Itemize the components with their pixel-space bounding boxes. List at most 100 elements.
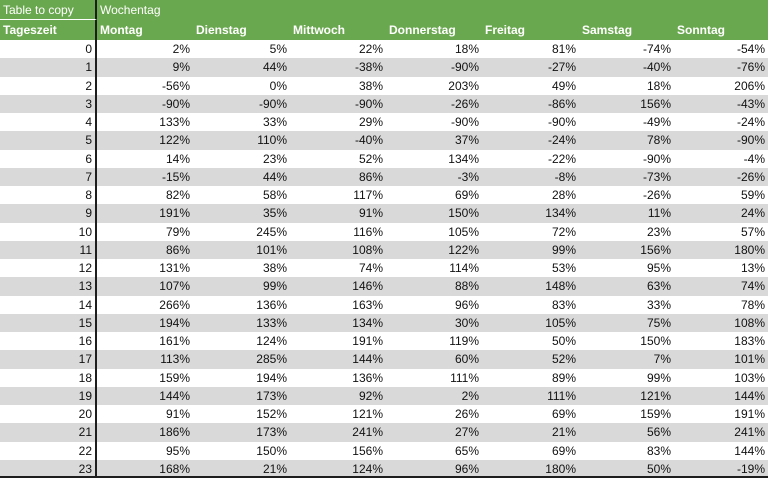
value-cell[interactable]: 173%	[256, 425, 287, 440]
value-cell[interactable]: 79%	[165, 224, 190, 239]
value-cell[interactable]: -90%	[354, 96, 383, 111]
value-cell[interactable]: 168%	[159, 461, 190, 476]
value-cell[interactable]: -3%	[457, 169, 479, 184]
value-cell[interactable]: 194%	[159, 315, 190, 330]
value-cell[interactable]: 163%	[352, 297, 383, 312]
value-cell[interactable]: 144%	[734, 443, 765, 458]
value-cell[interactable]: 14%	[165, 151, 190, 166]
value-cell[interactable]: 110%	[257, 133, 287, 148]
value-cell[interactable]: 180%	[734, 242, 765, 257]
hour-cell[interactable]: 3	[0, 94, 97, 113]
value-cell[interactable]: 96%	[454, 297, 479, 312]
value-cell[interactable]: 95%	[646, 261, 671, 275]
column-header-samstag[interactable]: Samstag	[582, 23, 633, 37]
hour-cell[interactable]: 1	[0, 58, 97, 77]
hour-cell[interactable]: 0	[0, 40, 97, 59]
value-cell[interactable]: 60%	[454, 352, 479, 367]
value-cell[interactable]: 144%	[159, 388, 190, 403]
value-cell[interactable]: -24%	[547, 133, 576, 148]
hour-cell[interactable]: 4	[0, 113, 97, 132]
value-cell[interactable]: 105%	[545, 315, 576, 330]
hour-cell[interactable]: 22	[0, 441, 97, 460]
value-cell[interactable]: 49%	[551, 78, 576, 93]
value-cell[interactable]: 91%	[358, 206, 383, 221]
hour-cell[interactable]: 5	[0, 131, 97, 150]
column-header-montag[interactable]: Montag	[100, 23, 143, 37]
value-cell[interactable]: 86%	[165, 242, 190, 257]
value-cell[interactable]: 75%	[646, 315, 671, 330]
value-cell[interactable]: 191%	[734, 407, 765, 421]
value-cell[interactable]: 2%	[172, 42, 190, 56]
value-cell[interactable]: -90%	[450, 60, 479, 75]
value-cell[interactable]: 159%	[640, 407, 671, 421]
value-cell[interactable]: 156%	[640, 242, 671, 257]
hour-cell[interactable]: 19	[0, 386, 97, 405]
value-cell[interactable]: 99%	[262, 279, 287, 294]
value-cell[interactable]: 173%	[256, 388, 287, 403]
value-cell[interactable]: 86%	[358, 169, 383, 184]
value-cell[interactable]: 18%	[454, 42, 479, 56]
value-cell[interactable]: 9%	[172, 60, 190, 75]
hour-cell[interactable]: 9	[0, 204, 97, 223]
value-cell[interactable]: 33%	[646, 297, 671, 312]
value-cell[interactable]: 134%	[448, 151, 479, 166]
value-cell[interactable]: 116%	[353, 224, 383, 239]
value-cell[interactable]: -8%	[554, 169, 576, 184]
value-cell[interactable]: -27%	[547, 60, 576, 75]
hour-cell[interactable]: 13	[0, 277, 97, 296]
column-header-freitag[interactable]: Freitag	[485, 23, 526, 37]
value-cell[interactable]: 117%	[353, 188, 383, 202]
value-cell[interactable]: 105%	[448, 224, 479, 239]
corner-label-cell[interactable]: Table to copy	[0, 0, 97, 20]
value-cell[interactable]: 57%	[740, 224, 765, 239]
value-cell[interactable]: 59%	[740, 188, 765, 202]
value-cell[interactable]: 7%	[653, 352, 671, 367]
value-cell[interactable]: 53%	[551, 261, 576, 275]
value-cell[interactable]: 134%	[352, 315, 383, 330]
value-cell[interactable]: 111%	[450, 370, 479, 385]
value-cell[interactable]: 180%	[545, 461, 576, 476]
hour-cell[interactable]: 20	[0, 405, 97, 424]
value-cell[interactable]: 74%	[358, 261, 383, 275]
hour-cell[interactable]: 18	[0, 368, 97, 387]
value-cell[interactable]: -26%	[736, 169, 765, 184]
value-cell[interactable]: 96%	[454, 461, 479, 476]
value-cell[interactable]: 78%	[740, 297, 765, 312]
value-cell[interactable]: -90%	[642, 151, 671, 166]
value-cell[interactable]: 88%	[454, 279, 479, 294]
value-cell[interactable]: 72%	[551, 224, 576, 239]
value-cell[interactable]: 186%	[159, 425, 190, 440]
value-cell[interactable]: 148%	[545, 279, 576, 294]
value-cell[interactable]: 133%	[159, 115, 190, 129]
value-cell[interactable]: -86%	[547, 96, 576, 111]
value-cell[interactable]: 82%	[165, 188, 190, 202]
value-cell[interactable]: 69%	[551, 407, 576, 421]
value-cell[interactable]: 101%	[734, 352, 765, 367]
value-cell[interactable]: 101%	[256, 242, 287, 257]
value-cell[interactable]: 50%	[646, 461, 671, 476]
hour-cell[interactable]: 8	[0, 186, 97, 205]
value-cell[interactable]: 27%	[454, 425, 479, 440]
value-cell[interactable]: 203%	[448, 78, 479, 93]
value-cell[interactable]: 63%	[646, 279, 671, 294]
value-cell[interactable]: 65%	[454, 443, 479, 458]
value-cell[interactable]: 37%	[454, 133, 479, 148]
value-cell[interactable]: -73%	[642, 169, 671, 184]
value-cell[interactable]: -90%	[736, 133, 765, 148]
value-cell[interactable]: 30%	[454, 315, 479, 330]
value-cell[interactable]: 91%	[165, 407, 190, 421]
value-cell[interactable]: 113%	[160, 352, 190, 367]
value-cell[interactable]: 24%	[740, 206, 765, 221]
value-cell[interactable]: 83%	[551, 297, 576, 312]
value-cell[interactable]: 122%	[448, 242, 479, 257]
value-cell[interactable]: 144%	[734, 388, 765, 403]
value-cell[interactable]: 124%	[352, 461, 383, 476]
value-cell[interactable]: 241%	[734, 425, 765, 440]
value-cell[interactable]: -19%	[736, 461, 765, 476]
value-cell[interactable]: 121%	[640, 388, 671, 403]
value-cell[interactable]: 50%	[551, 334, 576, 348]
value-cell[interactable]: 121%	[352, 407, 383, 421]
value-cell[interactable]: -90%	[161, 96, 190, 111]
value-cell[interactable]: 78%	[646, 133, 671, 148]
value-cell[interactable]: 0%	[269, 78, 287, 93]
